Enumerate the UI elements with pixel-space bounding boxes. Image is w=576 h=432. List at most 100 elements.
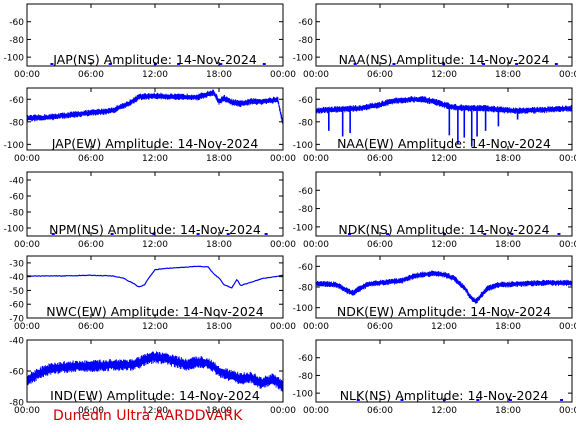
data-speck <box>554 63 558 65</box>
x-tick-label: 00:00 <box>559 406 576 416</box>
y-tick-label: -80 <box>298 284 313 294</box>
panel-4: 00:00 06:00 12:00 18:00 00:00 -60 -80 -100 NAA(E… <box>293 87 576 164</box>
x-tick-label: 06:00 <box>367 70 393 80</box>
x-tick-label: 00:00 <box>303 70 329 80</box>
panel-title: IND(EW) Amplitude: 14-Nov-2024 <box>50 388 260 403</box>
y-tick-label: -100 <box>293 54 314 64</box>
x-tick-label: 18:00 <box>206 154 232 164</box>
x-tick-label: 00:00 <box>270 322 296 332</box>
y-tick-label: -100 <box>4 141 25 151</box>
data-speck <box>515 63 519 65</box>
y-tick-label: -100 <box>293 141 314 151</box>
y-tick-label: -60 <box>9 18 24 28</box>
y-tick-label: -30 <box>9 259 24 269</box>
y-tick-label: -80 <box>298 118 313 128</box>
data-speck <box>51 233 55 235</box>
x-tick-label: 12:00 <box>431 322 457 332</box>
panel-title: NPM(NS) Amplitude: 14-Nov-2024 <box>49 222 261 237</box>
x-tick-label: 06:00 <box>78 406 104 416</box>
y-tick-label: -80 <box>9 118 24 128</box>
x-tick-label: 18:00 <box>206 70 232 80</box>
panel-10: 00:00 06:00 12:00 18:00 00:00 -60 -80 -100 NLK(N… <box>293 339 576 416</box>
x-tick-label: 18:00 <box>206 406 232 416</box>
y-tick-label: -100 <box>293 223 314 233</box>
x-tick-label: 00:00 <box>559 70 576 80</box>
panel-7: 00:00 06:00 12:00 18:00 00:00 -30 -40 -50 -60 -70… <box>9 255 296 332</box>
series-5 <box>51 233 268 235</box>
data-speck <box>219 63 223 65</box>
data-speck <box>483 233 487 235</box>
x-tick-label: 06:00 <box>78 322 104 332</box>
y-tick-label: -60 <box>298 18 313 28</box>
y-tick-label: -60 <box>9 368 24 378</box>
x-tick-label: 18:00 <box>495 154 521 164</box>
data-speck <box>392 63 396 65</box>
x-tick-label: 00:00 <box>559 154 576 164</box>
data-speck <box>482 63 486 65</box>
x-tick-label: 18:00 <box>206 240 232 250</box>
x-tick-label: 00:00 <box>303 154 329 164</box>
series-6 <box>347 233 561 235</box>
x-tick-label: 00:00 <box>14 406 40 416</box>
y-tick-label: -60 <box>9 96 24 106</box>
x-tick-label: 00:00 <box>14 322 40 332</box>
y-tick-label: -60 <box>298 354 313 364</box>
y-tick-label: -100 <box>293 390 314 400</box>
data-speck <box>508 399 512 401</box>
x-tick-label: 00:00 <box>270 240 296 250</box>
panel-5: 00:00 06:00 12:00 18:00 00:00 -40 -60 -80 -100 NP… <box>4 171 296 250</box>
x-tick-label: 00:00 <box>14 70 40 80</box>
panel-6: 00:00 06:00 12:00 18:00 00:00 -60 -80 -100 NDK(N… <box>293 171 576 250</box>
data-speck <box>510 233 514 235</box>
panel-title: NDK(NS) Amplitude: 14-Nov-2024 <box>338 222 549 237</box>
x-tick-label: 06:00 <box>367 240 393 250</box>
panel-1: 00:00 06:00 12:00 18:00 00:00 -60 -80 -100 JAP(N… <box>4 3 296 80</box>
series-line <box>316 96 572 114</box>
x-tick-label: 12:00 <box>142 406 168 416</box>
panel-title: NDK(EW) Amplitude: 14-Nov-2024 <box>337 304 551 319</box>
x-tick-label: 12:00 <box>431 154 457 164</box>
panel-3: 00:00 06:00 12:00 18:00 00:00 -60 -80 -100 JAP(E… <box>4 87 296 164</box>
x-tick-label: 00:00 <box>303 240 329 250</box>
y-tick-label: -40 <box>9 337 24 347</box>
y-tick-label: -60 <box>9 301 24 311</box>
x-tick-label: 00:00 <box>303 406 329 416</box>
x-tick-label: 18:00 <box>495 70 521 80</box>
data-speck <box>386 233 390 235</box>
y-tick-label: -100 <box>4 54 25 64</box>
x-tick-label: 00:00 <box>270 154 296 164</box>
x-tick-label: 12:00 <box>431 70 457 80</box>
data-speck <box>110 233 114 235</box>
panel-title: JAP(EW) Amplitude: 14-Nov-2024 <box>51 136 259 151</box>
x-tick-label: 06:00 <box>78 70 104 80</box>
x-tick-label: 12:00 <box>431 406 457 416</box>
y-tick-label: -100 <box>293 304 314 314</box>
y-tick-label: -80 <box>9 209 24 219</box>
x-tick-label: 00:00 <box>14 240 40 250</box>
panel-title: JAP(NS) Amplitude: 14-Nov-2024 <box>52 52 257 67</box>
y-tick-label: -60 <box>298 187 313 197</box>
x-tick-label: 12:00 <box>142 240 168 250</box>
x-tick-label: 12:00 <box>142 70 168 80</box>
x-tick-label: 06:00 <box>367 406 393 416</box>
y-tick-label: -50 <box>9 287 24 297</box>
y-tick-label: -80 <box>298 205 313 215</box>
y-tick-label: -70 <box>9 315 24 325</box>
y-tick-label: -40 <box>9 273 24 283</box>
x-tick-label: 18:00 <box>495 240 521 250</box>
x-tick-label: 00:00 <box>559 240 576 250</box>
data-speck <box>356 399 360 401</box>
data-speck <box>347 233 351 235</box>
data-speck <box>152 233 156 235</box>
series-line <box>27 351 283 392</box>
x-tick-label: 18:00 <box>495 406 521 416</box>
y-tick-label: -60 <box>298 96 313 106</box>
series-7 <box>27 265 283 289</box>
panel-title: NAA(EW) Amplitude: 14-Nov-2024 <box>337 136 551 151</box>
x-tick-label: 12:00 <box>142 154 168 164</box>
data-speck <box>262 63 266 65</box>
data-speck <box>353 63 357 65</box>
data-speck <box>50 63 54 65</box>
x-tick-label: 06:00 <box>367 322 393 332</box>
